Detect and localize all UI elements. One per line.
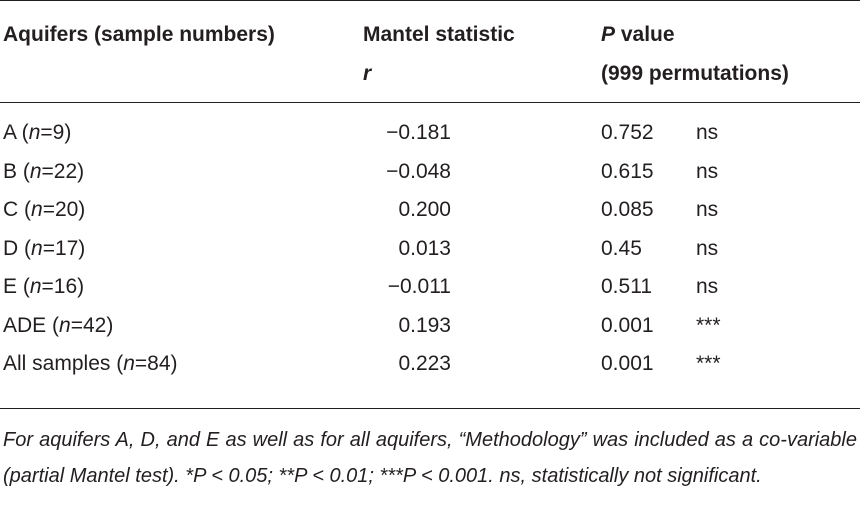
- p-value: 0.001: [601, 313, 654, 337]
- table-row: D (n=17) 0.013 0.45 ns: [0, 230, 860, 269]
- significance-marker: ns: [696, 198, 719, 221]
- sample-count: =22): [41, 159, 85, 183]
- aquifer-label: C (n=20): [3, 191, 85, 230]
- p-value: 0.511: [601, 275, 652, 298]
- table-footnote: For aquifers A, D, and E as well as for …: [3, 429, 857, 487]
- header-p-value-word: value: [615, 23, 675, 46]
- table-row: All samples (n=84) 0.223 0.001 ***: [0, 345, 860, 384]
- mantel-r-value: −0.181: [386, 121, 451, 144]
- table-row: E (n=16) −0.011 0.511 ns: [0, 268, 860, 307]
- sample-n-symbol: n: [31, 236, 43, 260]
- sample-count: =42): [70, 313, 114, 337]
- table-row: A (n=9) −0.181 0.752 ns: [0, 114, 860, 153]
- sample-count: =84): [134, 352, 178, 375]
- sample-n-symbol: n: [31, 198, 43, 221]
- sample-count: =20): [42, 198, 86, 221]
- sample-n-symbol: n: [29, 159, 42, 183]
- mantel-r-value: −0.048: [386, 159, 451, 183]
- aquifer-name: ADE (: [3, 313, 60, 337]
- header-p-line2: (999 permutations): [601, 62, 789, 85]
- sample-n-symbol: n: [59, 313, 71, 337]
- aquifer-name: B (: [3, 159, 30, 183]
- header-p-symbol: P: [601, 23, 616, 46]
- aquifer-label: D (n=17): [3, 230, 85, 269]
- mantel-r-value: 0.223: [398, 352, 451, 375]
- p-value: 0.001: [601, 352, 654, 375]
- sample-n-symbol: n: [29, 275, 42, 298]
- significance-marker: ns: [696, 121, 719, 144]
- p-value: 0.752: [601, 121, 654, 144]
- aquifer-label: All samples (n=84): [3, 345, 178, 384]
- top-rule: [0, 0, 860, 1]
- significance-marker: ***: [696, 313, 721, 337]
- header-mantel-statistic: Mantel statistic r: [363, 15, 515, 93]
- table-row: B (n=22) −0.048 0.615 ns: [0, 153, 860, 192]
- aquifer-label: ADE (n=42): [3, 307, 113, 346]
- aquifer-label: B (n=22): [3, 153, 84, 192]
- table-row: ADE (n=42) 0.193 0.001 ***: [0, 307, 860, 346]
- sample-count: =17): [42, 236, 86, 260]
- significance-marker: ns: [696, 236, 719, 260]
- significance-marker: ns: [696, 159, 719, 183]
- significance-marker: ns: [696, 275, 719, 298]
- header-aquifers: Aquifers (sample numbers): [3, 15, 275, 54]
- sample-count: =16): [41, 275, 85, 298]
- mantel-r-value: 0.193: [398, 313, 451, 337]
- mantel-r-value: −0.011: [387, 275, 451, 298]
- aquifer-name: A (: [3, 121, 29, 144]
- sample-n-symbol: n: [28, 121, 41, 144]
- significance-marker: ***: [696, 352, 721, 375]
- mantel-r-value: 0.200: [398, 198, 451, 221]
- aquifer-label: E (n=16): [3, 268, 84, 307]
- aquifer-name: C (: [3, 198, 31, 221]
- aquifer-name: D (: [3, 236, 31, 260]
- table-row: C (n=20) 0.200 0.085 ns: [0, 191, 860, 230]
- p-value: 0.085: [601, 198, 654, 221]
- header-mantel-line1: Mantel statistic: [363, 23, 515, 46]
- aquifer-name: E (: [3, 275, 30, 298]
- sample-count: =9): [40, 121, 72, 144]
- aquifer-label: A (n=9): [3, 114, 71, 153]
- sample-n-symbol: n: [123, 352, 135, 375]
- header-p-value: P value (999 permutations): [601, 15, 789, 93]
- header-rule: [0, 102, 860, 103]
- p-value: 0.45: [601, 236, 642, 260]
- bottom-rule: [0, 408, 860, 409]
- header-aquifers-text: Aquifers (sample numbers): [3, 23, 275, 46]
- table-body: A (n=9) −0.181 0.752 ns B (n=22) −0.048 0.615 n…: [0, 114, 860, 384]
- header-mantel-line2: r: [363, 62, 372, 85]
- p-value: 0.615: [601, 159, 654, 183]
- aquifer-name: All samples (: [3, 352, 124, 375]
- mantel-r-value: 0.013: [398, 236, 451, 260]
- header-p-line1: P value: [601, 15, 789, 54]
